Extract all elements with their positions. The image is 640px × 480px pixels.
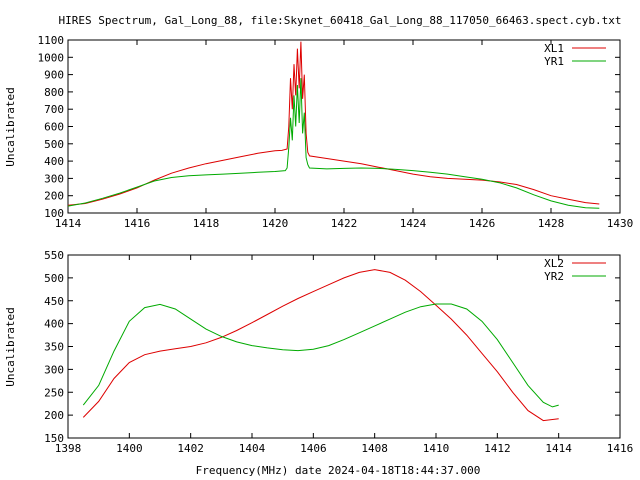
y-tick-label: 100 — [44, 207, 64, 220]
upper-y-axis-label: Uncalibrated — [4, 87, 17, 166]
series-line-xl2 — [82, 269, 559, 422]
x-tick-label: 1428 — [538, 217, 565, 230]
figure-title: HIRES Spectrum, Gal_Long_88, file:Skynet… — [59, 14, 622, 27]
x-axis-label: Frequency(MHz) date 2024-04-18T18:44:37.… — [196, 464, 481, 477]
series-line-yr2 — [82, 303, 559, 408]
y-tick-label: 500 — [44, 138, 64, 151]
x-tick-label: 1414 — [55, 217, 82, 230]
x-tick-label: 1404 — [239, 442, 266, 455]
series-line-xl1 — [67, 41, 600, 206]
y-tick-label: 450 — [44, 295, 64, 308]
legend-label-xl1: XL1 — [544, 42, 564, 55]
y-tick-label: 350 — [44, 341, 64, 354]
y-tick-label: 500 — [44, 272, 64, 285]
x-tick-label: 1420 — [262, 217, 289, 230]
y-tick-label: 900 — [44, 69, 64, 82]
y-tick-label: 1000 — [38, 51, 65, 64]
y-tick-label: 200 — [44, 190, 64, 203]
x-tick-label: 1414 — [545, 442, 572, 455]
y-tick-label: 250 — [44, 386, 64, 399]
x-tick-label: 1400 — [116, 442, 143, 455]
x-tick-label: 1424 — [400, 217, 427, 230]
legend-label-xl2: XL2 — [544, 257, 564, 270]
y-tick-label: 550 — [44, 249, 64, 262]
lower-y-axis-label: Uncalibrated — [4, 307, 17, 386]
lower-plot-frame — [67, 254, 621, 439]
y-tick-label: 300 — [44, 172, 64, 185]
y-tick-label: 1100 — [38, 34, 65, 47]
y-tick-label: 200 — [44, 409, 64, 422]
y-tick-label: 400 — [44, 318, 64, 331]
y-tick-label: 800 — [44, 86, 64, 99]
x-tick-label: 1410 — [423, 442, 450, 455]
series-line-yr1 — [67, 78, 600, 209]
x-tick-label: 1416 — [124, 217, 151, 230]
y-tick-label: 400 — [44, 155, 64, 168]
lower-spectrum-panel: Uncalibrated 1398 1400 1402 1404 1406 1408 141… — [4, 249, 633, 455]
x-tick-label: 1416 — [607, 442, 634, 455]
x-tick-label: 1408 — [361, 442, 388, 455]
y-tick-label: 150 — [44, 432, 64, 445]
x-tick-label: 1402 — [177, 442, 204, 455]
y-tick-label: 700 — [44, 103, 64, 116]
x-tick-label: 1430 — [607, 217, 634, 230]
x-tick-label: 1422 — [331, 217, 358, 230]
y-tick-label: 300 — [44, 363, 64, 376]
x-tick-label: 1412 — [484, 442, 511, 455]
x-tick-label: 1426 — [469, 217, 496, 230]
upper-spectrum-panel: Uncalibrated 1414 1416 1418 1420 1422 1424 142… — [4, 34, 633, 230]
x-tick-label: 1406 — [300, 442, 327, 455]
legend-label-yr2: YR2 — [544, 270, 564, 283]
y-tick-label: 600 — [44, 121, 64, 134]
x-tick-label: 1398 — [55, 442, 82, 455]
legend-label-yr1: YR1 — [544, 55, 564, 68]
upper-plot-frame — [67, 39, 621, 214]
x-tick-label: 1418 — [193, 217, 220, 230]
